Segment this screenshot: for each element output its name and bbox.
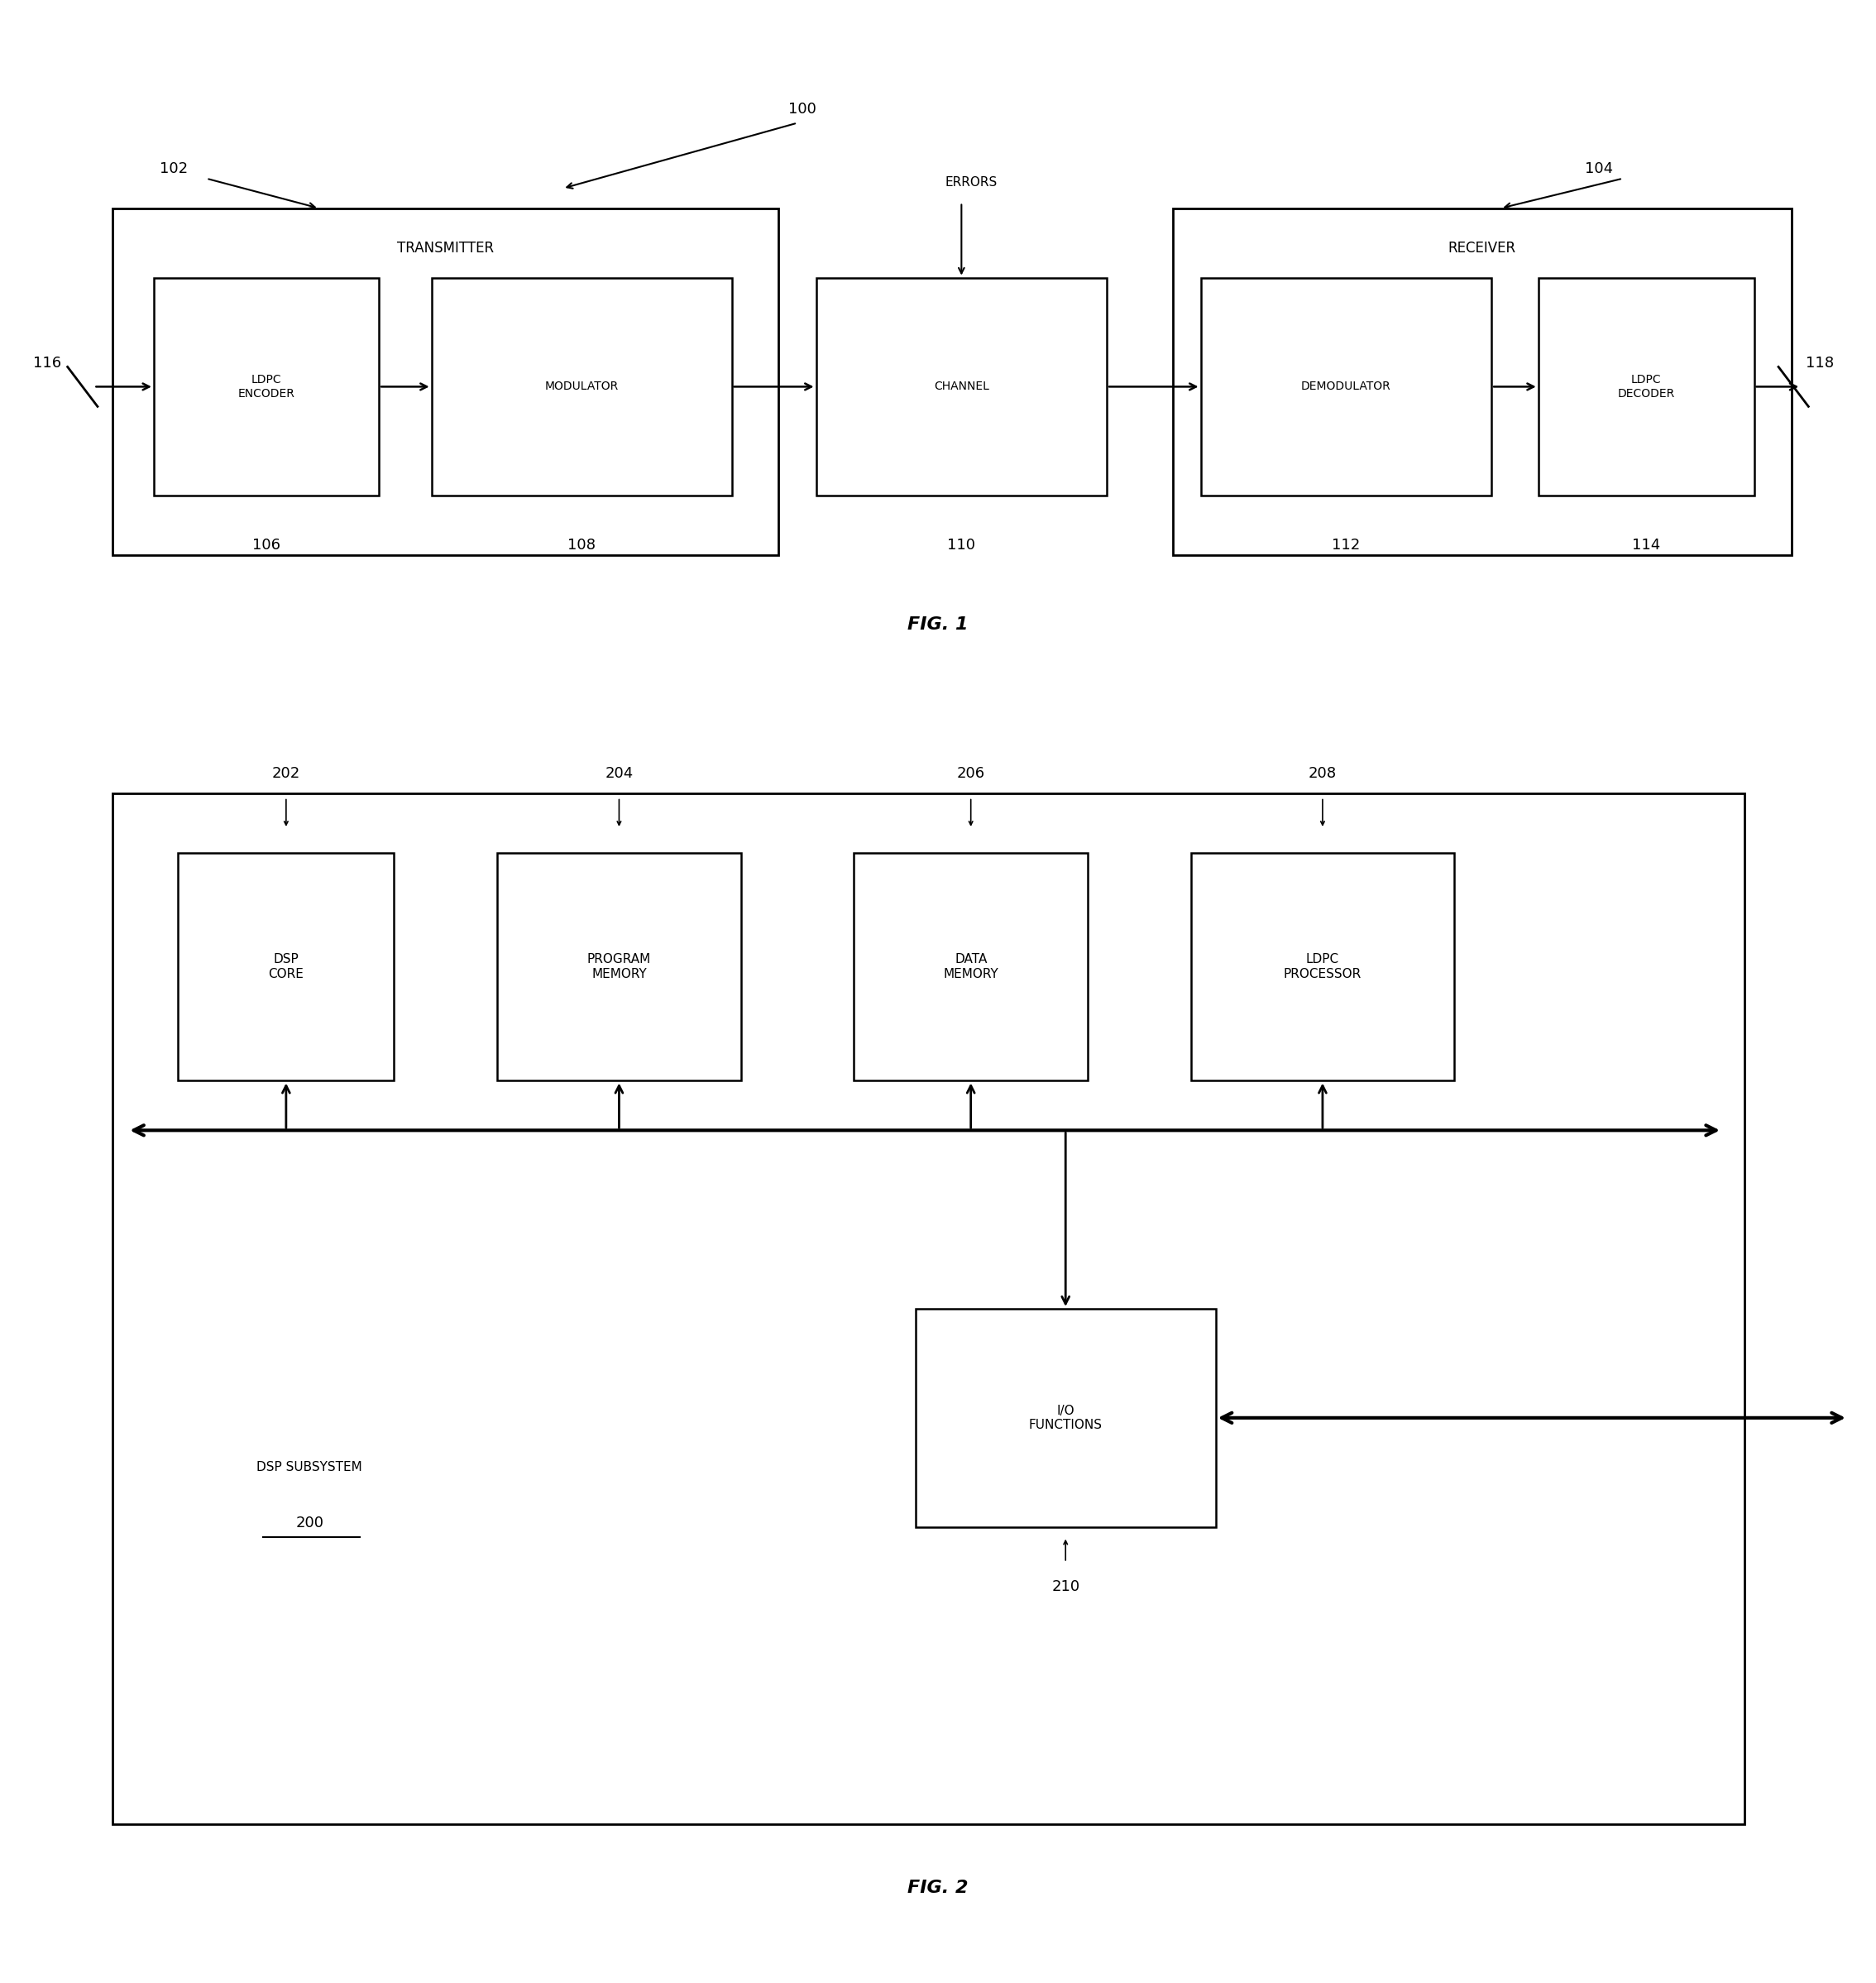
Text: DSP
CORE: DSP CORE bbox=[268, 954, 304, 980]
Text: 208: 208 bbox=[1308, 765, 1338, 781]
Text: 112: 112 bbox=[1332, 537, 1360, 553]
Text: 114: 114 bbox=[1632, 537, 1660, 553]
Bar bbox=[1201, 278, 1491, 496]
Bar bbox=[178, 853, 394, 1081]
Text: ERRORS: ERRORS bbox=[946, 176, 996, 188]
Text: 118: 118 bbox=[1805, 355, 1835, 371]
Bar bbox=[915, 1309, 1216, 1527]
Bar bbox=[1538, 278, 1754, 496]
Text: 210: 210 bbox=[1051, 1578, 1081, 1594]
Text: 104: 104 bbox=[1585, 161, 1613, 176]
Text: 108: 108 bbox=[568, 537, 595, 553]
Bar bbox=[431, 278, 732, 496]
Text: TRANSMITTER: TRANSMITTER bbox=[398, 240, 493, 256]
Text: DSP SUBSYSTEM: DSP SUBSYSTEM bbox=[257, 1461, 362, 1473]
Bar bbox=[113, 793, 1745, 1824]
Text: 116: 116 bbox=[32, 355, 62, 371]
Text: LDPC
PROCESSOR: LDPC PROCESSOR bbox=[1283, 954, 1362, 980]
Bar bbox=[1172, 208, 1792, 555]
Text: LDPC
ENCODER: LDPC ENCODER bbox=[238, 375, 295, 399]
Text: PROGRAM
MEMORY: PROGRAM MEMORY bbox=[587, 954, 651, 980]
Text: DEMODULATOR: DEMODULATOR bbox=[1302, 381, 1390, 393]
Bar bbox=[816, 278, 1107, 496]
Text: 200: 200 bbox=[296, 1515, 323, 1531]
Bar bbox=[113, 208, 779, 555]
Text: LDPC
DECODER: LDPC DECODER bbox=[1617, 375, 1675, 399]
Text: FIG. 2: FIG. 2 bbox=[908, 1880, 968, 1896]
Bar bbox=[497, 853, 741, 1081]
Text: 204: 204 bbox=[604, 765, 634, 781]
Bar bbox=[154, 278, 379, 496]
Text: I/O
FUNCTIONS: I/O FUNCTIONS bbox=[1028, 1404, 1103, 1432]
Text: 106: 106 bbox=[253, 537, 280, 553]
Text: 110: 110 bbox=[947, 537, 976, 553]
Text: RECEIVER: RECEIVER bbox=[1448, 240, 1516, 256]
Bar bbox=[1191, 853, 1454, 1081]
Text: DATA
MEMORY: DATA MEMORY bbox=[944, 954, 998, 980]
Text: 100: 100 bbox=[788, 101, 816, 117]
Bar bbox=[854, 853, 1088, 1081]
Text: CHANNEL: CHANNEL bbox=[934, 381, 989, 393]
Text: 102: 102 bbox=[159, 161, 188, 176]
Text: FIG. 1: FIG. 1 bbox=[908, 617, 968, 633]
Text: 202: 202 bbox=[272, 765, 300, 781]
Text: MODULATOR: MODULATOR bbox=[544, 381, 619, 393]
Text: 206: 206 bbox=[957, 765, 985, 781]
